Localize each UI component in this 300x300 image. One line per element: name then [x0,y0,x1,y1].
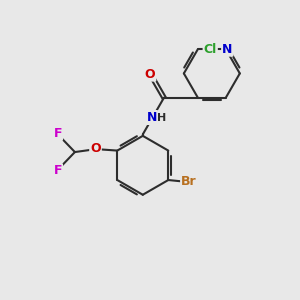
Text: N: N [222,43,232,56]
Text: O: O [90,142,101,155]
Text: F: F [54,164,62,177]
Text: Cl: Cl [204,43,217,56]
Text: Br: Br [181,175,197,188]
Text: H: H [157,113,166,123]
Text: O: O [145,68,155,81]
Text: N: N [147,111,157,124]
Text: F: F [54,127,62,140]
